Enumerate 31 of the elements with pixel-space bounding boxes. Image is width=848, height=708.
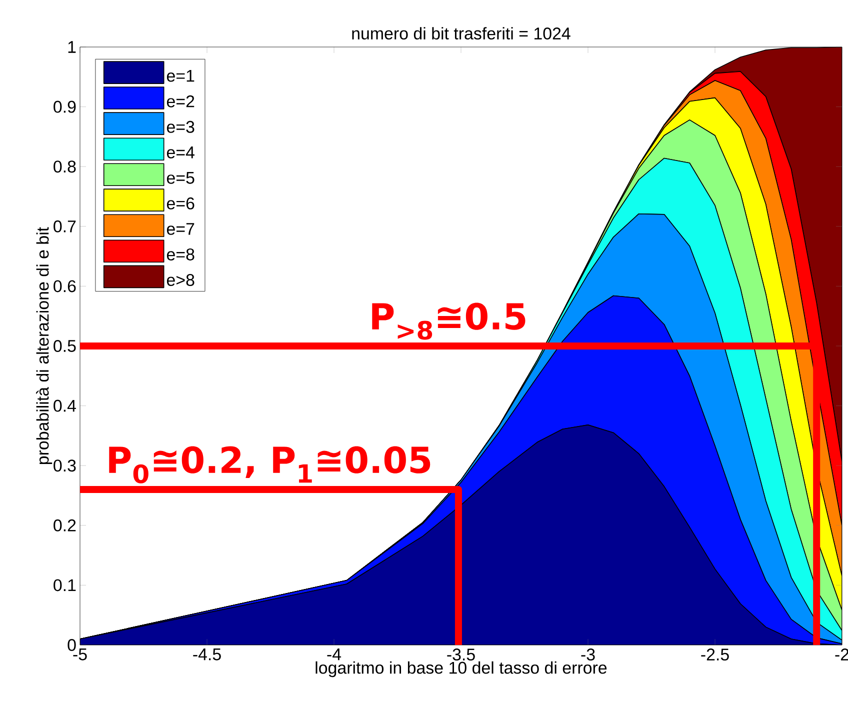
annotation: P$_{>8}$≅0.5 [372,302,526,340]
y-axis-title: probabilità di alterazione di e bit [36,227,52,464]
legend-label: e=5 [166,172,194,184]
chart-title: numero di bit trasferiti = 1024 [352,27,570,40]
legend-label: e=2 [166,95,194,108]
y-tick-label: 0.8 [54,160,76,173]
legend-label: e>8 [166,274,194,286]
x-tick-label: -3.5 [447,648,475,661]
y-tick-label: 0.4 [54,400,76,412]
legend-label: e=6 [166,197,194,210]
x-tick-label: -2.5 [701,648,729,661]
y-tick-label: 0.1 [54,579,76,592]
x-tick-label: -3 [581,648,595,661]
legend-label: e=4 [166,146,194,158]
y-tick-label: 0 [68,639,76,651]
legend-label: e=1 [166,70,194,82]
legend-label: e=3 [166,120,194,133]
y-tick-label: 0.7 [54,220,76,232]
y-tick-label: 0.9 [54,100,76,113]
y-tick-label: 0.3 [54,460,76,472]
legend-label: e=7 [166,223,194,235]
y-tick-label: 0.5 [54,340,76,352]
annotation: P$_{0}$≅0.2, P$_{1}$≅0.05 [109,446,430,484]
y-tick-label: 0.6 [54,280,76,292]
y-tick-label: 0.2 [54,519,76,532]
x-tick-label: -4.5 [193,648,221,660]
y-tick-label: 1 [68,41,76,53]
x-axis-title: logaritmo in base 10 del tasso di errore [316,661,607,678]
legend-label: e=8 [166,248,194,260]
x-tick-label: -5 [73,648,87,660]
x-tick-label: -4 [327,648,342,660]
